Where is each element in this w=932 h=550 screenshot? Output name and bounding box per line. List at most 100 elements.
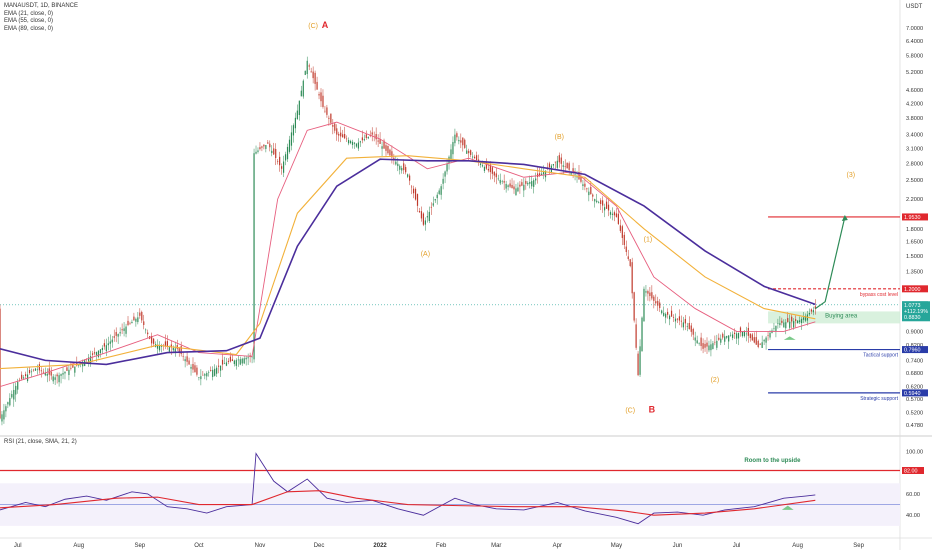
candle-body: [444, 171, 446, 177]
candle-body: [700, 337, 702, 347]
candle-body: [133, 316, 135, 321]
candle-body: [88, 357, 90, 364]
candle-body: [129, 322, 131, 324]
candle-body: [517, 187, 519, 192]
candle-body: [198, 377, 200, 378]
candle-body: [328, 117, 330, 119]
y-tick-label: 1.5000: [906, 254, 923, 260]
candle-body: [253, 153, 255, 360]
buying-area-label: Buying area: [825, 313, 858, 319]
candle-body: [574, 174, 576, 175]
candle-body: [176, 345, 178, 349]
candle-body: [119, 332, 121, 334]
candle-body: [355, 143, 358, 147]
candle-body: [795, 319, 797, 321]
candle-body: [318, 94, 320, 96]
candle-body: [521, 182, 523, 186]
candle-body: [777, 323, 779, 324]
candle-body: [202, 374, 204, 376]
y-tick-label: 3.8000: [906, 116, 923, 122]
level-badge-label: 0.7960: [904, 348, 921, 354]
candle-body: [474, 156, 476, 159]
candle-body: [139, 312, 141, 316]
projection-arrowhead: [841, 214, 848, 221]
candle-body: [525, 180, 527, 184]
candle-body: [227, 360, 230, 362]
x-tick-label: Dec: [314, 543, 325, 549]
candle-body: [170, 344, 172, 348]
candle-body: [271, 150, 273, 154]
candle-body: [210, 370, 212, 371]
candle-body: [743, 331, 746, 337]
candle-body: [633, 292, 635, 321]
candle-body: [44, 372, 46, 376]
candle-body: [714, 341, 716, 343]
x-tick-label: May: [611, 543, 622, 549]
x-tick-label: Feb: [436, 543, 447, 549]
candle-body: [403, 163, 405, 171]
candle-body: [533, 180, 535, 187]
buy-signal-triangle: [783, 336, 796, 340]
candle-body: [722, 333, 724, 338]
candle-body: [793, 321, 795, 328]
x-tick-label: Apr: [553, 543, 562, 549]
candle-body: [509, 183, 511, 187]
candle-body: [135, 318, 137, 322]
candle-body: [300, 90, 302, 97]
x-tick-label: Jul: [14, 543, 22, 549]
candle-body: [3, 410, 5, 420]
rsi-line: [0, 452, 816, 525]
candle-body: [66, 367, 68, 371]
candle-body: [466, 150, 468, 154]
chart-legend: MANAUSDT, 1D, BINANCE EMA (21, close, 0)…: [4, 3, 78, 33]
candle-body: [505, 183, 507, 189]
x-tick-label: Jul: [733, 543, 741, 549]
candle-body: [334, 123, 336, 131]
candle-body: [432, 203, 434, 206]
level-badge-label: 1.2000: [904, 287, 921, 293]
candle-body: [527, 182, 529, 185]
candle-body: [91, 353, 94, 355]
candle-body: [143, 321, 145, 325]
candle-body: [529, 182, 531, 184]
candle-body: [670, 310, 673, 317]
wave-label: B: [649, 405, 656, 415]
candle-body: [647, 291, 649, 294]
candle-body: [570, 171, 572, 175]
candle-body: [808, 312, 811, 315]
candle-body: [107, 343, 109, 346]
candle-body: [580, 176, 582, 182]
candle-body: [560, 157, 562, 164]
candle-body: [395, 161, 397, 165]
candle-body: [814, 306, 816, 309]
candle-body: [233, 360, 235, 365]
candle-body: [489, 164, 491, 173]
wave-label: (C): [625, 408, 635, 415]
candle-body: [598, 202, 600, 204]
candle-body: [619, 225, 621, 231]
candle-body: [255, 151, 257, 154]
candle-body: [391, 151, 393, 158]
candle-body: [151, 335, 153, 344]
candle-body: [558, 155, 560, 163]
candle-body: [655, 301, 657, 304]
candle-body: [416, 194, 419, 206]
candle-body: [225, 362, 228, 366]
candle-body: [791, 316, 793, 322]
candle-body: [548, 163, 551, 168]
candle-body: [531, 181, 533, 187]
candle-body: [735, 333, 738, 339]
candle-body: [657, 300, 659, 306]
candle-body: [763, 339, 765, 342]
candle-body: [371, 132, 373, 135]
candle-body: [594, 199, 596, 202]
candle-body: [0, 308, 1, 419]
candle-body: [217, 365, 220, 367]
candle-body: [539, 173, 541, 176]
candle-body: [393, 157, 395, 160]
ema89-line: [0, 158, 816, 366]
candle-body: [58, 375, 60, 383]
y-tick-label: 0.6200: [906, 385, 923, 391]
candle-body: [412, 188, 415, 194]
